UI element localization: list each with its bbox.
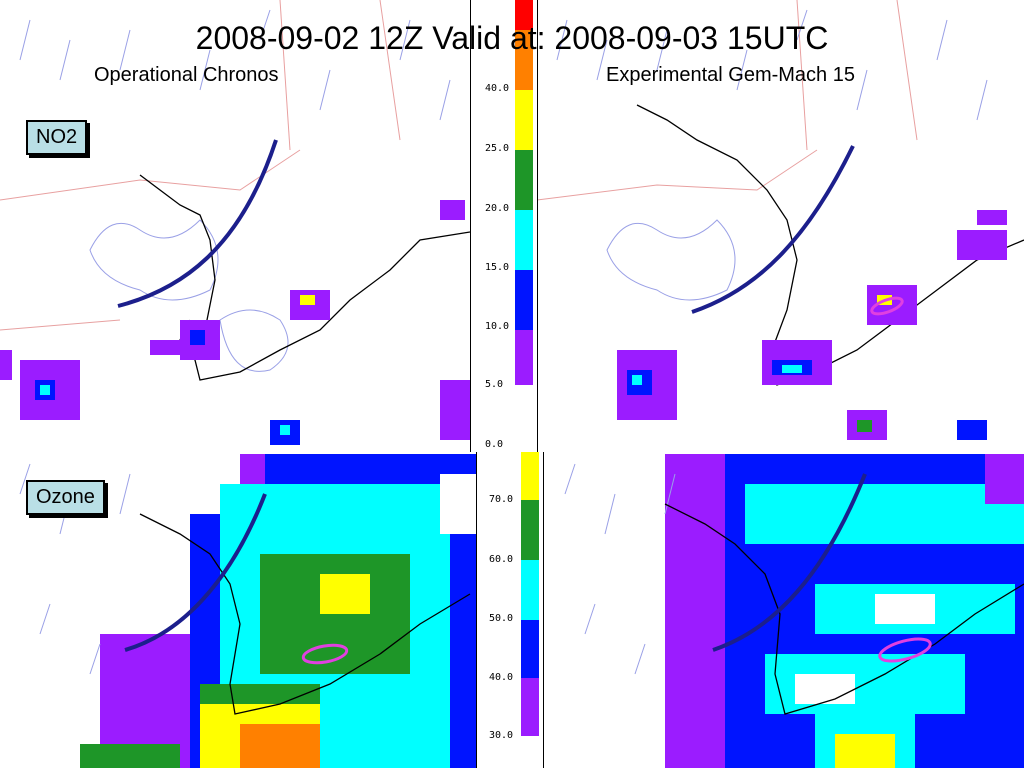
no2-colorbar-tick: 40.0 [485,83,510,94]
no2-colorbar: 40.0 25.0 20.0 15.0 10.0 5.0 0.0 [470,0,538,452]
left-model-title: Operational Chronos [94,64,279,86]
no2-gemmach-svg [537,0,1024,440]
no2-colorbar-tick: 15.0 [485,262,510,273]
no2-label-box: NO2 [26,120,88,155]
no2-chronos-map [0,0,470,452]
no2-colorbar-seg [515,330,533,385]
no2-chronos-svg [0,0,470,445]
no2-colorbar-seg [515,210,533,270]
ozone-colorbar-seg [521,500,539,560]
ozone-gemmach-svg [564,454,1024,768]
no2-colorbar-tick: 10.0 [485,321,510,332]
no2-colorbar-seg [515,270,533,330]
ozone-colorbar-seg [521,620,539,678]
ozone-colorbar-tick: 30.0 [489,730,514,741]
ozone-chronos-front-line [124,493,267,652]
no2-colorbar-tick: 25.0 [485,143,510,154]
ozone-colorbar-tick: 70.0 [489,494,514,505]
no2-gemmach-front-line [691,145,855,314]
ozone-colorbar-tick: 40.0 [489,672,514,683]
no2-chronos-front-line [117,139,278,308]
no2-colorbar-seg [515,0,533,30]
ozone-colorbar-tick: 60.0 [489,554,514,565]
no2-colorbar-tick: 5.0 [485,379,504,390]
no2-colorbar-tick: 0.0 [485,439,504,450]
ozone-colorbar-tick: 50.0 [489,613,514,624]
ozone-colorbar-seg [521,560,539,620]
ozone-label-box: Ozone [26,480,105,515]
ozone-gemmach-map [545,454,1024,768]
no2-colorbar-seg [515,30,533,90]
ozone-colorbar-seg [521,452,539,500]
no2-gemmach-map [537,0,1024,452]
ozone-colorbar-seg [521,678,539,736]
right-model-title: Experimental Gem-Mach 15 [606,64,855,86]
ozone-chronos-svg [19,454,476,768]
ozone-colorbar: 70.0 60.0 50.0 40.0 30.0 [476,452,544,768]
ozone-chronos-map [0,454,476,768]
ozone-gemmach-front-line [712,473,867,652]
page-title: 2008-09-02 12Z Valid at: 2008-09-03 15UT… [195,20,829,56]
no2-colorbar-tick: 20.0 [485,203,510,214]
no2-colorbar-seg [515,150,533,210]
no2-colorbar-seg [515,90,533,150]
